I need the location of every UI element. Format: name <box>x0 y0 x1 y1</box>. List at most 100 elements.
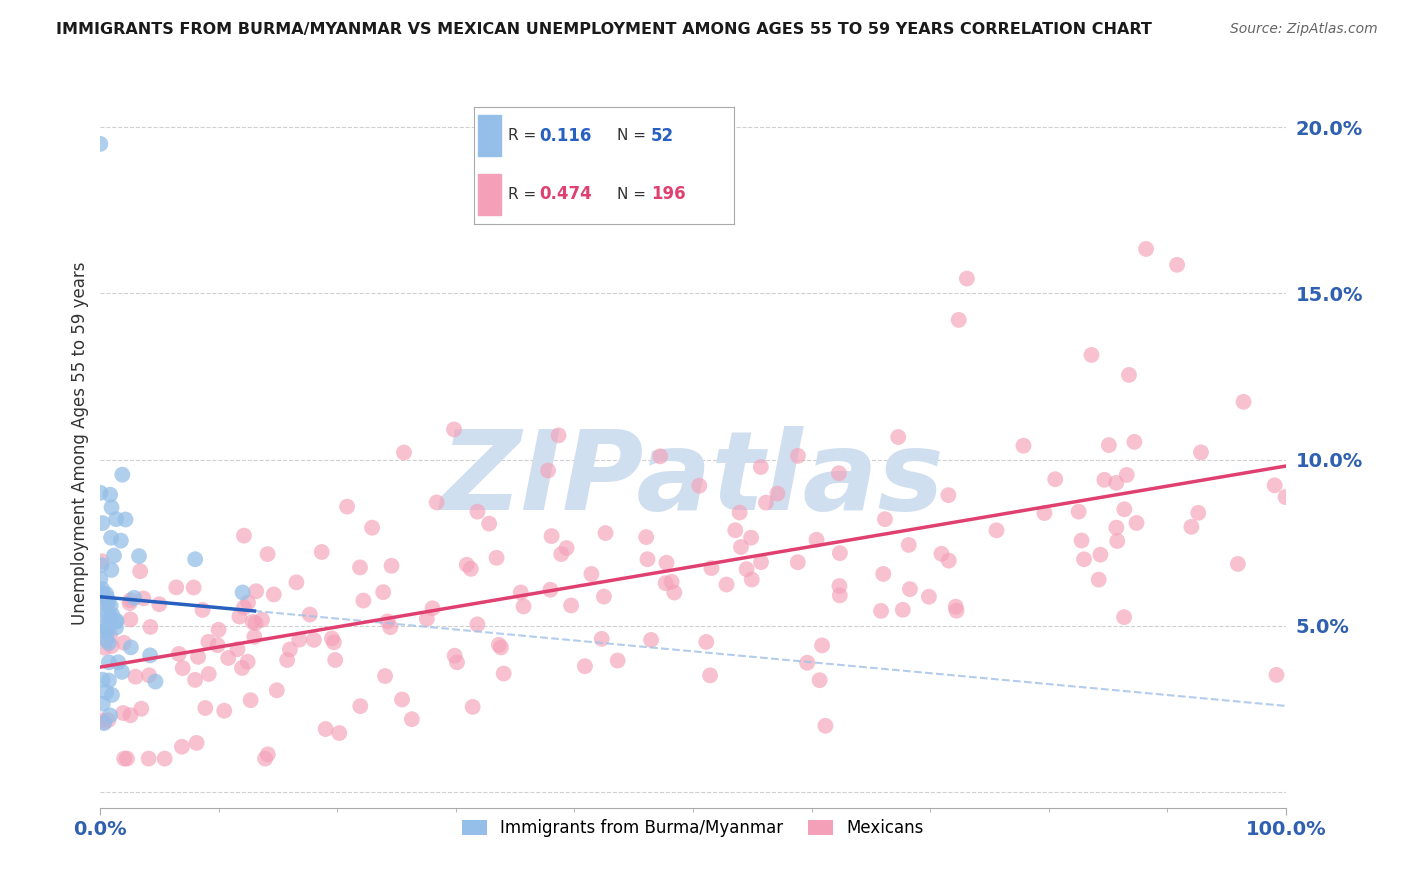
Point <box>945 599 967 614</box>
Point <box>581 567 603 582</box>
Point <box>509 585 531 599</box>
Point <box>1135 242 1157 256</box>
Point <box>111 467 134 482</box>
Point <box>90 554 112 568</box>
Point <box>1070 533 1092 548</box>
Point <box>1105 475 1128 490</box>
Point <box>1187 506 1209 520</box>
Point <box>1166 258 1188 272</box>
Point <box>120 593 142 607</box>
Point <box>233 528 256 542</box>
Point <box>724 523 747 537</box>
Point <box>183 581 205 595</box>
Point <box>112 751 135 765</box>
Point <box>887 430 910 444</box>
Point <box>132 591 155 606</box>
Point <box>688 479 710 493</box>
Text: Source: ZipAtlas.com: Source: ZipAtlas.com <box>1230 22 1378 37</box>
Point <box>122 591 145 605</box>
Point <box>814 719 837 733</box>
Point <box>898 582 921 596</box>
Point <box>636 530 658 544</box>
Point <box>380 558 402 573</box>
Point <box>97 596 120 610</box>
Point <box>323 653 346 667</box>
Point <box>89 136 111 151</box>
Point <box>186 736 208 750</box>
Point <box>97 636 120 650</box>
Point <box>1125 516 1147 530</box>
Point <box>374 669 396 683</box>
Point <box>245 584 267 599</box>
Point <box>97 713 120 727</box>
Point <box>98 488 121 502</box>
Point <box>443 422 465 436</box>
Point <box>391 692 413 706</box>
Point <box>349 699 371 714</box>
Point <box>650 450 672 464</box>
Point <box>145 674 167 689</box>
Point <box>105 512 128 526</box>
Point <box>728 506 751 520</box>
Point <box>263 587 285 601</box>
Point <box>256 547 278 561</box>
Point <box>873 512 896 526</box>
Point <box>986 524 1008 538</box>
Point <box>153 751 176 765</box>
Point <box>328 726 350 740</box>
Point <box>547 428 569 442</box>
Point <box>828 466 851 480</box>
Point <box>416 612 439 626</box>
Point <box>1180 520 1202 534</box>
Point <box>91 516 114 530</box>
Point <box>245 615 267 630</box>
Point <box>373 585 395 599</box>
Point <box>110 533 132 548</box>
Point <box>492 666 515 681</box>
Point <box>124 670 146 684</box>
Point <box>730 540 752 554</box>
Point <box>695 635 717 649</box>
Point <box>96 625 118 640</box>
Point <box>1232 394 1254 409</box>
Point <box>129 564 152 578</box>
Point <box>512 599 534 614</box>
Point <box>1098 438 1121 452</box>
Point <box>90 588 112 602</box>
Point <box>460 562 482 576</box>
Point <box>90 558 112 573</box>
Point <box>467 505 489 519</box>
Text: IMMIGRANTS FROM BURMA/MYANMAR VS MEXICAN UNEMPLOYMENT AMONG AGES 55 TO 59 YEARS : IMMIGRANTS FROM BURMA/MYANMAR VS MEXICAN… <box>56 22 1152 37</box>
Point <box>349 560 371 574</box>
Point <box>1067 505 1090 519</box>
Point <box>1090 548 1112 562</box>
Point <box>120 640 142 655</box>
Point <box>661 574 683 589</box>
Point <box>118 596 141 610</box>
Point <box>700 561 723 575</box>
Point <box>232 585 254 599</box>
Point <box>233 600 256 615</box>
Point <box>352 593 374 607</box>
Point <box>550 547 572 561</box>
Point <box>741 573 763 587</box>
Point <box>96 685 118 699</box>
Point <box>101 607 124 622</box>
Point <box>699 668 721 682</box>
Point <box>278 642 301 657</box>
Point <box>1274 490 1296 504</box>
Point <box>184 552 207 566</box>
Point <box>172 661 194 675</box>
Point <box>595 526 617 541</box>
Point <box>103 549 125 563</box>
Point <box>1112 610 1135 624</box>
Point <box>197 635 219 649</box>
Point <box>115 751 138 765</box>
Point <box>96 630 118 644</box>
Point <box>128 549 150 563</box>
Point <box>100 599 122 613</box>
Point <box>217 651 239 665</box>
Point <box>755 495 778 509</box>
Point <box>948 313 970 327</box>
Point <box>870 604 893 618</box>
